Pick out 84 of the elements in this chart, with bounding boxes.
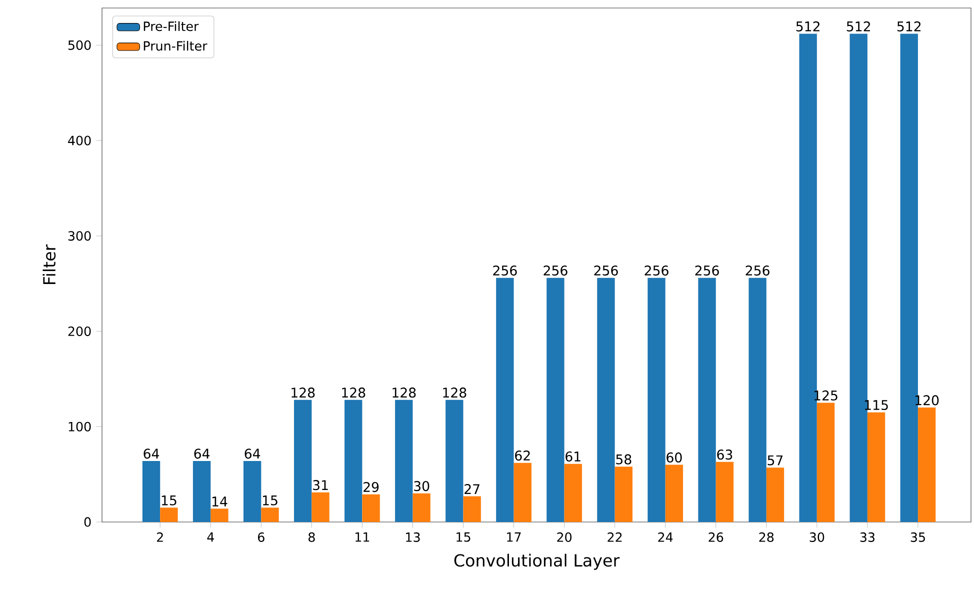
data-label: 256 xyxy=(493,265,517,276)
data-label: 15 xyxy=(262,496,278,506)
data-label: 64 xyxy=(244,448,260,459)
y-tick-label: 300 xyxy=(68,231,91,241)
bar xyxy=(614,466,632,522)
bar xyxy=(918,408,936,522)
y-axis-title: Filter xyxy=(42,244,56,284)
x-tick-label: 28 xyxy=(759,532,774,542)
data-label: 256 xyxy=(544,265,568,276)
y-tick-label: 500 xyxy=(68,40,91,50)
bar xyxy=(412,493,430,522)
bar xyxy=(546,278,564,522)
y-tick-label: 0 xyxy=(84,517,91,527)
data-label: 31 xyxy=(313,480,328,490)
x-tick-label: 4 xyxy=(207,532,214,542)
data-label: 256 xyxy=(695,265,719,276)
bar xyxy=(496,278,514,522)
data-label: 128 xyxy=(292,388,315,398)
data-label: 29 xyxy=(364,482,379,492)
data-label: 512 xyxy=(897,21,920,32)
x-tick-label: 20 xyxy=(557,532,572,542)
x-tick-label: 30 xyxy=(810,532,824,542)
data-label: 64 xyxy=(194,448,210,459)
x-axis-title: Convolutional Layer xyxy=(454,554,620,570)
legend-label: Pre-Filter xyxy=(144,21,199,32)
data-label: 256 xyxy=(644,265,668,276)
bar xyxy=(698,278,716,522)
data-label: 256 xyxy=(746,265,770,276)
bar xyxy=(243,460,262,522)
x-tick-label: 26 xyxy=(708,532,724,542)
x-tick-label: 8 xyxy=(308,532,315,542)
x-tick-label: 2 xyxy=(157,532,163,542)
x-tick-label: 6 xyxy=(258,532,264,542)
x-tick-label: 17 xyxy=(507,532,521,542)
bar xyxy=(362,494,380,522)
bar xyxy=(766,468,784,522)
data-label: 128 xyxy=(443,388,466,398)
data-label: 30 xyxy=(414,481,430,492)
bar xyxy=(514,462,532,522)
y-tick-label: 400 xyxy=(68,136,91,146)
bar xyxy=(867,412,886,522)
bar xyxy=(294,400,312,522)
data-label: 61 xyxy=(566,451,580,462)
data-label: 57 xyxy=(768,455,783,466)
bar xyxy=(597,278,615,522)
data-label: 64 xyxy=(144,448,160,459)
x-tick-label: 15 xyxy=(456,532,470,542)
bar xyxy=(395,400,413,522)
bar xyxy=(261,508,279,522)
x-tick-label: 35 xyxy=(910,532,925,542)
bar xyxy=(816,402,835,522)
data-label: 60 xyxy=(666,452,682,462)
data-label: 256 xyxy=(594,265,618,276)
bar xyxy=(665,464,684,522)
data-label: 15 xyxy=(162,496,176,506)
bar xyxy=(192,460,211,522)
bar xyxy=(648,278,666,522)
x-tick-label: 33 xyxy=(860,532,874,542)
bar xyxy=(160,508,178,522)
bar xyxy=(463,496,481,522)
bar xyxy=(344,400,362,522)
data-label: 128 xyxy=(392,388,416,398)
data-label: 512 xyxy=(846,21,870,32)
data-label: 63 xyxy=(717,450,732,460)
bar xyxy=(312,492,330,522)
bar xyxy=(210,508,228,522)
data-label: 62 xyxy=(515,450,530,461)
bar xyxy=(564,464,582,522)
data-label: 27 xyxy=(464,484,480,494)
data-label: 128 xyxy=(342,388,366,398)
y-tick-label: 100 xyxy=(68,422,91,432)
legend-label: Prun-Filter xyxy=(144,40,208,51)
data-label: 14 xyxy=(212,496,228,506)
y-tick-label: 200 xyxy=(68,326,91,336)
x-tick-label: 24 xyxy=(658,532,673,542)
x-tick-label: 11 xyxy=(356,532,370,542)
data-label: 512 xyxy=(796,21,820,32)
bar xyxy=(716,462,734,522)
x-tick-label: 13 xyxy=(406,532,420,542)
data-label: 58 xyxy=(616,454,632,464)
x-tick-label: 22 xyxy=(608,532,622,542)
bar xyxy=(142,460,160,522)
bar xyxy=(446,400,464,522)
bar xyxy=(748,278,766,522)
